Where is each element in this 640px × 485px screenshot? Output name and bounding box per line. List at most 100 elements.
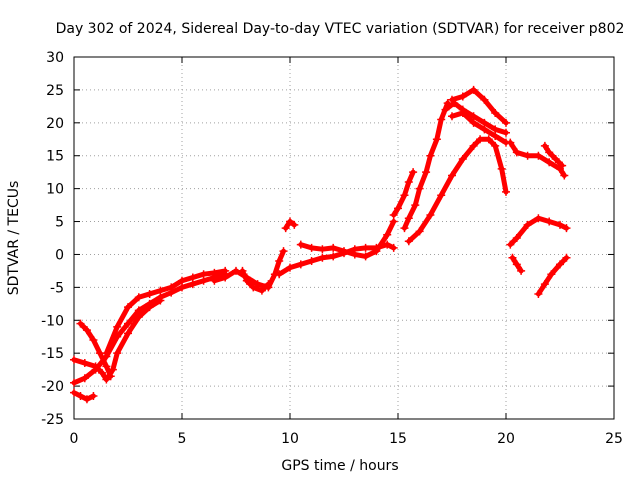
data-point-marker [506,138,515,147]
data-point-marker [145,303,154,312]
data-point-marker [558,161,567,170]
series-track-s [506,214,571,249]
x-tick-label: 5 [178,431,187,447]
data-point-marker [188,273,197,282]
data-point-marker [415,184,424,193]
y-tick-label: 30 [46,50,64,66]
data-point-marker [113,349,122,358]
data-point-marker [441,105,450,114]
data-point-marker [426,210,435,219]
plot-border [73,56,615,420]
series-track-u [534,253,571,298]
data-point-marker [400,191,409,200]
data-point-marker [469,112,478,121]
series-track-h [281,217,299,233]
data-point-marker [249,283,258,292]
series-segment [373,232,390,254]
data-point-marker [480,118,489,127]
series-track-b [70,296,165,384]
data-point-marker [307,257,316,266]
data-point-marker [491,141,500,150]
data-point-marker [290,220,299,229]
data-point-marker [404,237,413,246]
x-tick-label: 20 [497,431,515,447]
series-segment [492,143,505,172]
data-point-marker [502,187,510,196]
y-axis-label: SDTVAR / TECUs [6,181,22,296]
data-point-marker [167,283,176,292]
data-point-marker [286,217,294,226]
data-point-marker [411,201,420,210]
y-tick-label: 25 [46,83,64,99]
y-tick-label: 5 [55,215,64,231]
data-point-marker [389,210,398,219]
series-segment [417,212,433,234]
data-point-marker [279,247,288,256]
data-point-marker [199,270,208,279]
data-point-marker [264,280,273,289]
data-point-marker [134,312,143,321]
data-point-marker [383,230,392,239]
data-point-marker [286,263,294,272]
y-tick-label: 15 [46,149,64,165]
x-tick-label: 10 [281,431,299,447]
series-segment [147,298,163,310]
series-segment [114,321,131,340]
data-point-marker [156,286,165,295]
data-point-marker [350,250,359,259]
data-point-marker [560,171,569,180]
data-point-marker [497,164,506,173]
y-tick-label: 10 [46,182,64,198]
data-point-marker [98,368,107,377]
y-tick-label: 20 [46,116,64,132]
y-tick-label: -10 [41,313,64,329]
data-point-marker [562,224,571,233]
data-point-marker [556,260,564,269]
series-segment [427,136,440,159]
data-point-marker [523,151,532,160]
data-point-marker [458,155,467,164]
data-point-marker [512,234,521,242]
data-point-marker [76,391,85,400]
data-point-marker [458,92,467,101]
data-point-marker [506,240,515,249]
series-track-k [389,168,418,219]
data-point-marker [502,128,510,137]
grid [74,57,614,419]
data-point-marker [82,395,91,404]
data-point-marker [502,118,510,127]
data-point-marker [91,362,100,371]
series-segment [259,281,271,294]
data-point-marker [372,247,381,256]
series-segment [481,97,498,116]
series-segment [557,255,569,267]
data-point-marker [221,273,230,282]
data-point-marker [89,391,98,400]
data-point-marker [70,378,78,387]
data-point-marker [296,260,305,269]
data-point-marker [476,135,485,144]
data-point-marker [113,322,122,331]
data-point-marker [469,85,478,94]
data-point-marker [540,280,549,289]
data-point-marker [404,214,413,223]
data-point-marker [409,168,418,177]
series-segment [103,324,120,356]
data-point-marker [523,220,532,229]
data-point-marker [389,243,398,252]
series-track-a [70,270,230,387]
data-point-marker [547,270,556,279]
x-tick-labels: 0 5 10 15 20 25 [70,431,623,447]
data-point-marker [534,151,543,160]
series-segment [514,222,531,241]
data-point-marker [257,286,266,295]
series-track-t [508,253,526,275]
series-track-m [404,135,510,246]
series-track-c [70,388,98,404]
data-point-marker [508,253,517,262]
series-segment [438,172,455,198]
series-segment [125,314,142,336]
data-point-marker [242,276,251,285]
data-point-marker [448,171,456,180]
